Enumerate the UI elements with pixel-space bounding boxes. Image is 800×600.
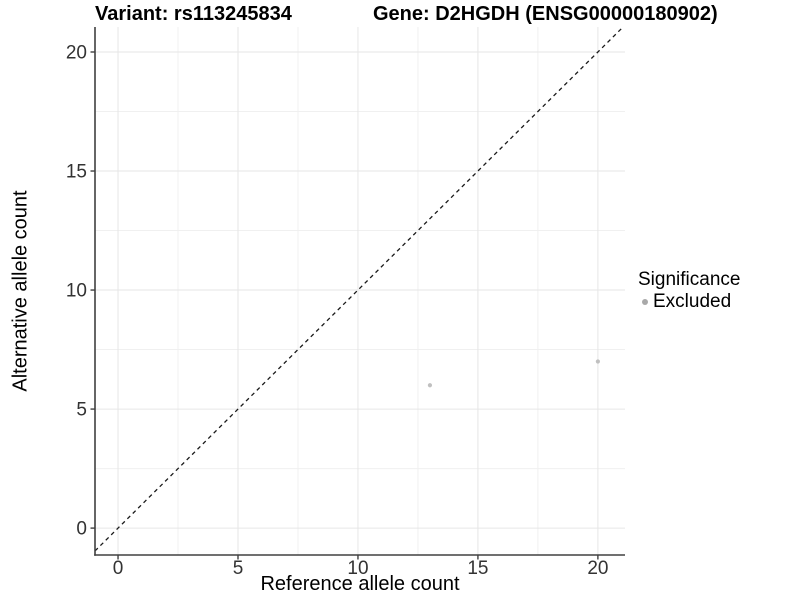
data-point [595, 359, 600, 364]
y-tick-label: 0 [76, 519, 87, 540]
y-tick-label: 10 [66, 281, 87, 302]
x-tick-label: 0 [113, 558, 124, 579]
plot-title-variant: Variant: rs113245834 [95, 3, 292, 25]
legend-item-excluded: Excluded [638, 291, 740, 313]
y-tick-label: 20 [66, 42, 87, 63]
data-point [427, 383, 433, 388]
legend: Significance Excluded [638, 269, 740, 313]
identity-reference-line [94, 26, 624, 552]
x-axis-title: Reference allele count [260, 573, 460, 595]
y-axis-title: Alternative allele count [9, 190, 32, 392]
x-tick-label: 10 [347, 558, 368, 579]
legend-key-point-icon [642, 299, 648, 305]
x-tick-label: 5 [233, 558, 244, 579]
y-tick-label: 5 [76, 400, 87, 421]
legend-items: Excluded [638, 291, 740, 313]
legend-title: Significance [638, 269, 741, 290]
x-tick-label: 20 [587, 558, 608, 579]
y-tick-label: 15 [66, 162, 87, 183]
x-tick-label: 15 [467, 558, 488, 579]
plot-title-gene: Gene: D2HGDH (ENSG00000180902) [373, 3, 718, 25]
legend-item-label: Excluded [653, 291, 732, 312]
